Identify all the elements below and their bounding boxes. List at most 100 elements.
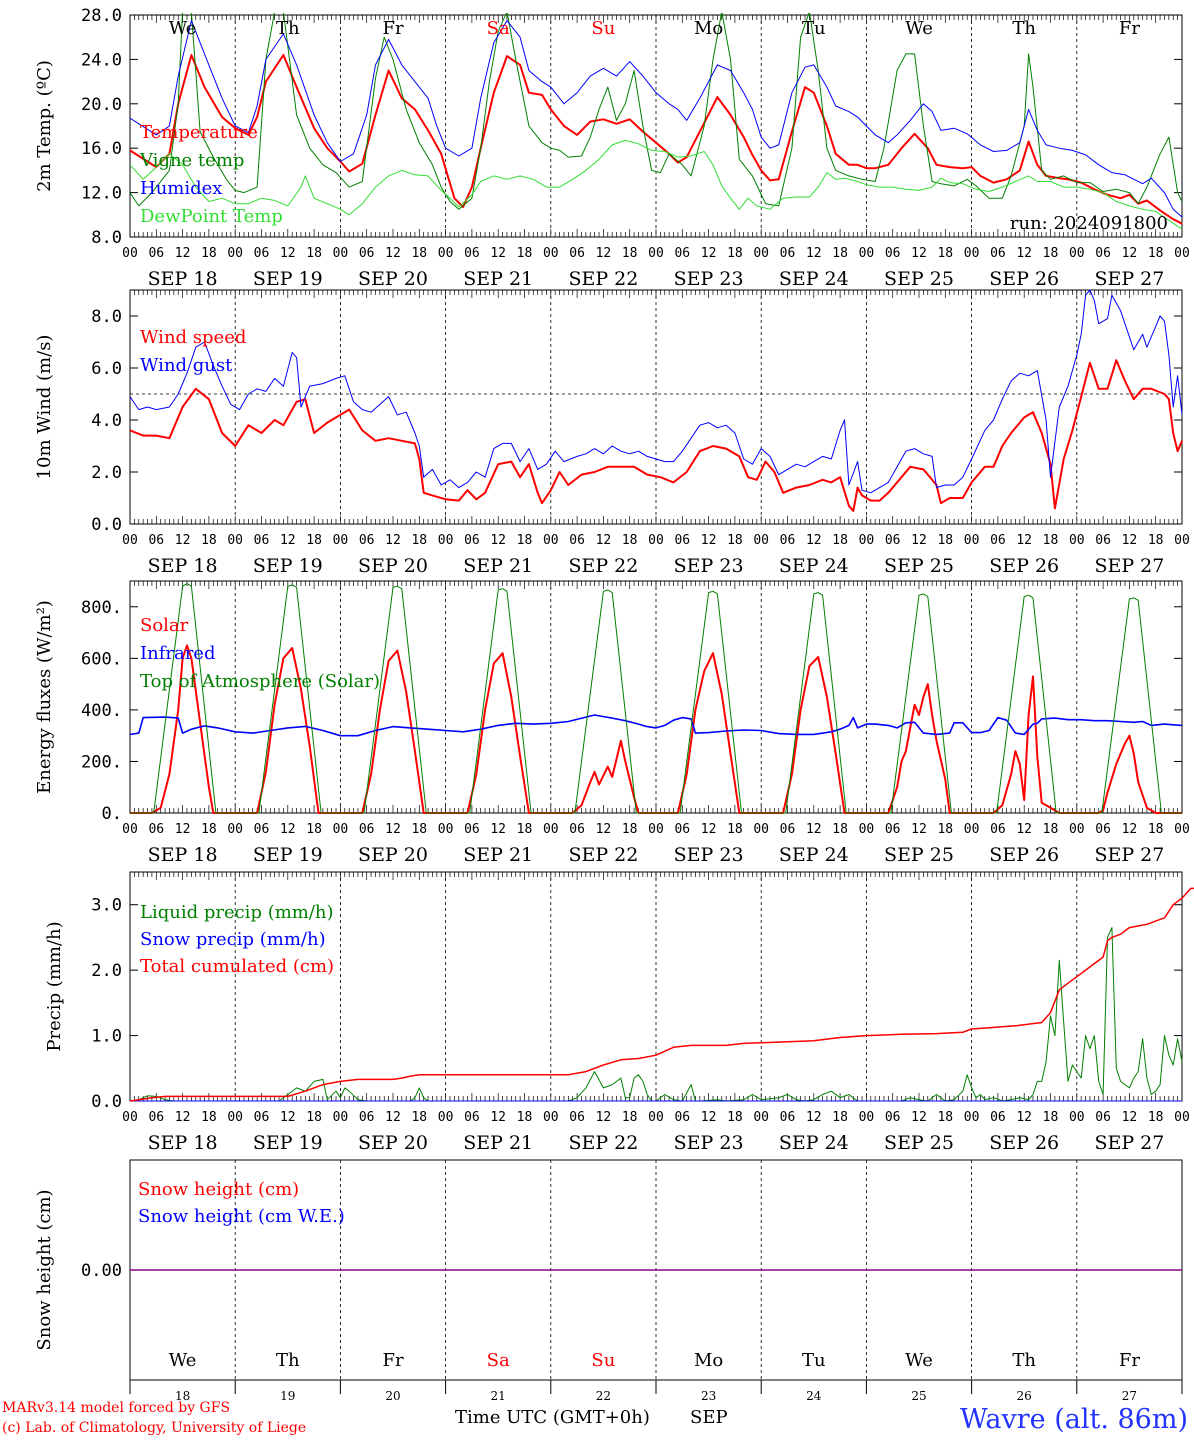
day-name: Su [591, 18, 615, 39]
hour-tick-label: 12 [596, 533, 612, 548]
hour-tick-label: 00 [859, 822, 875, 837]
hour-tick-label: 00 [543, 822, 559, 837]
day-name: Th [1012, 1350, 1036, 1371]
hour-tick-label: 12 [596, 246, 612, 261]
hour-tick-label: 12 [175, 1110, 191, 1125]
date-label: SEP 21 [463, 844, 533, 866]
hour-tick-label: 06 [569, 822, 585, 837]
day-name: Sa [487, 18, 510, 39]
hour-tick-label: 18 [411, 1110, 427, 1125]
panel-energy: 0. 200. 400. 600. 800. Energy fluxes (W/m²) So… [34, 580, 1190, 866]
day-number: 24 [806, 1389, 822, 1403]
hour-tick-label: 06 [569, 246, 585, 261]
hour-tick-label: 00 [333, 533, 349, 548]
y-tick-label: 400. [81, 701, 122, 721]
y-tick-label: 28.0 [81, 6, 122, 26]
y-tick-label: 12.0 [81, 184, 122, 204]
hour-tick-label: 06 [1095, 822, 1111, 837]
date-label: SEP 18 [148, 844, 218, 866]
series-line [130, 139, 1183, 230]
hour-tick-label: 00 [1069, 533, 1085, 548]
hour-tick-label: 00 [964, 1110, 980, 1125]
hour-tick-label: 06 [1095, 533, 1111, 548]
hour-tick-label: 06 [674, 533, 690, 548]
hour-tick-label: 12 [701, 1110, 717, 1125]
panel-snow: 0.00 Snow height (cm) Snow height (cm) Snow… [34, 1159, 1183, 1403]
hour-tick-label: 18 [727, 1110, 743, 1125]
hour-tick-label: 00 [753, 822, 769, 837]
hour-tick-label: 06 [359, 1110, 375, 1125]
hour-tick-label: 00 [333, 246, 349, 261]
legend-entry: Wind gust [140, 355, 233, 376]
hour-tick-label: 18 [306, 822, 322, 837]
hour-tick-label: 18 [727, 822, 743, 837]
series-line [130, 887, 1194, 1102]
credits-line-1: MARv3.14 model forced by GFS [2, 1400, 230, 1416]
hour-tick-label: 00 [964, 822, 980, 837]
date-label: SEP 22 [568, 268, 638, 290]
hour-tick-label: 18 [727, 533, 743, 548]
date-label: SEP 26 [989, 844, 1059, 866]
hour-tick-label: 06 [254, 246, 270, 261]
hour-tick-label: 18 [937, 533, 953, 548]
legend-entry: Wind speed [140, 327, 246, 348]
day-name: Mo [694, 18, 723, 39]
hour-tick-label: 18 [411, 822, 427, 837]
y-tick-label: 8.0 [91, 228, 122, 248]
hour-tick-label: 12 [280, 1110, 296, 1125]
hour-tick-label: 06 [780, 822, 796, 837]
hour-tick-label: 18 [1148, 822, 1164, 837]
day-number: 27 [1122, 1389, 1137, 1403]
hour-tick-label: 06 [885, 533, 901, 548]
date-label: SEP 24 [779, 268, 849, 290]
hour-tick-label: 06 [990, 533, 1006, 548]
hour-tick-label: 06 [464, 246, 480, 261]
hour-tick-label: 18 [1148, 533, 1164, 548]
hour-tick-label: 00 [1174, 1110, 1190, 1125]
y-tick-label: 8.0 [91, 307, 122, 327]
series-line [130, 583, 1182, 814]
hour-tick-label: 00 [753, 1110, 769, 1125]
hour-tick-label: 06 [780, 1110, 796, 1125]
y-tick-label: 0. [102, 804, 122, 824]
date-label: SEP 19 [253, 268, 323, 290]
hour-tick-label: 06 [885, 822, 901, 837]
hour-tick-label: 12 [1122, 822, 1138, 837]
hour-tick-label: 12 [596, 1110, 612, 1125]
hour-tick-label: 12 [911, 533, 927, 548]
date-label: SEP 25 [884, 1132, 954, 1154]
date-label: SEP 24 [779, 1132, 849, 1154]
hour-tick-label: 12 [911, 822, 927, 837]
hour-tick-label: 12 [1122, 1110, 1138, 1125]
hour-tick-label: 12 [806, 1110, 822, 1125]
hour-tick-label: 18 [622, 533, 638, 548]
hour-tick-label: 06 [464, 533, 480, 548]
date-label: SEP 18 [148, 555, 218, 577]
y-tick-label: 3.0 [91, 896, 122, 916]
hour-tick-label: 00 [227, 1110, 243, 1125]
legend-entry: Liquid precip (mm/h) [140, 902, 334, 923]
day-name: Th [1012, 18, 1036, 39]
day-number: 19 [280, 1389, 295, 1403]
hour-tick-label: 18 [832, 1110, 848, 1125]
date-label: SEP 25 [884, 268, 954, 290]
hour-tick-label: 06 [359, 533, 375, 548]
day-name: Tu [802, 1350, 826, 1371]
hour-tick-label: 00 [964, 246, 980, 261]
day-name: We [169, 18, 197, 39]
hour-tick-label: 06 [359, 822, 375, 837]
hour-tick-label: 06 [148, 822, 164, 837]
hour-tick-label: 06 [569, 1110, 585, 1125]
hour-tick-label: 00 [333, 1110, 349, 1125]
hour-tick-label: 18 [832, 822, 848, 837]
date-label: SEP 21 [463, 268, 533, 290]
date-label: SEP 27 [1094, 268, 1164, 290]
date-label: SEP 23 [674, 555, 744, 577]
hour-tick-label: 18 [201, 533, 217, 548]
hour-tick-label: 00 [543, 1110, 559, 1125]
hour-tick-label: 00 [1069, 1110, 1085, 1125]
hour-tick-label: 06 [464, 1110, 480, 1125]
date-label: SEP 22 [568, 1132, 638, 1154]
hour-tick-label: 18 [1043, 822, 1059, 837]
day-name: Fr [1119, 1350, 1140, 1371]
